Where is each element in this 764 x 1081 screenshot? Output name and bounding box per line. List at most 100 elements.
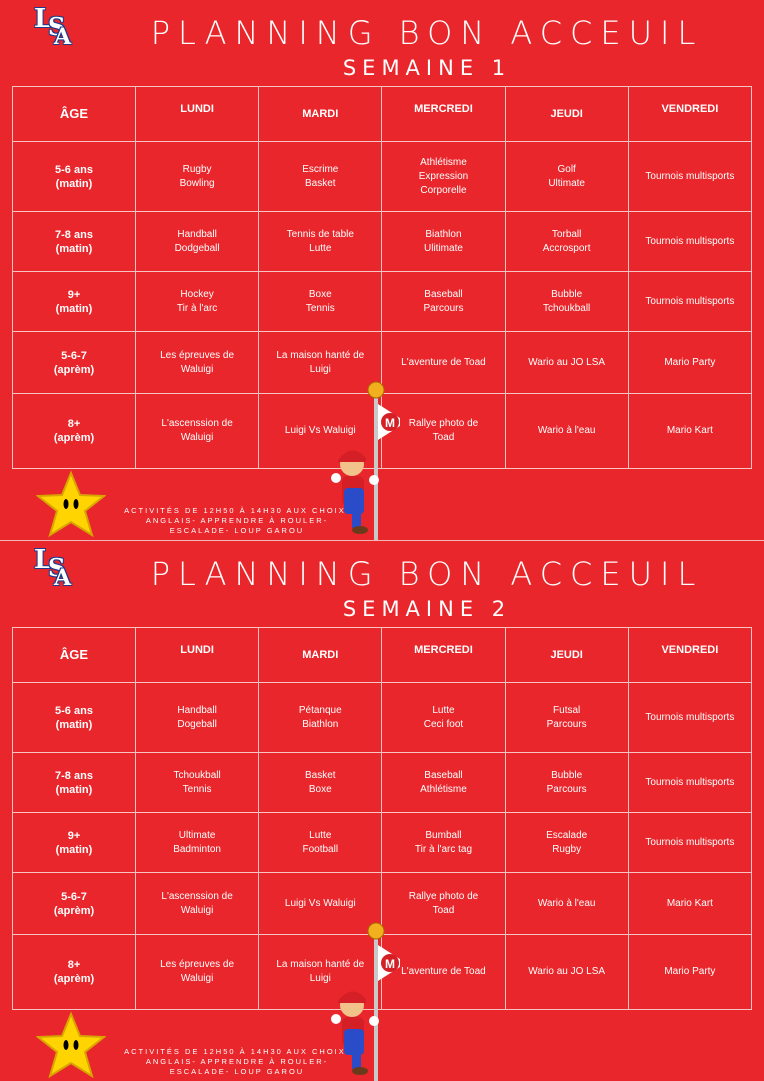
activity-label: La maison hanté de xyxy=(276,349,365,361)
activity-label: Wario au JO LSA xyxy=(528,356,606,368)
activity-label: Tournois multisports xyxy=(645,295,735,307)
age-label: 9+ xyxy=(67,288,81,301)
activity-cell: Ultimate Badminton xyxy=(134,812,260,873)
activity-cell: Mario Kart xyxy=(627,872,753,935)
activity-cell: Tournois multisports xyxy=(627,141,753,212)
week-subtitle: SEMAINE 1 xyxy=(342,56,512,80)
activity-label: Waluigi xyxy=(180,904,214,916)
activity-cell: Tennis de table Lutte xyxy=(258,211,383,272)
activity-cell: Handball Dodgeball xyxy=(134,211,260,272)
activity-cell: Tournois multisports xyxy=(627,812,753,873)
table-row: 5-6 ans (matin) Rugby Bowling Escrime Basket A… xyxy=(12,141,753,212)
activity-label: Escalade xyxy=(546,829,588,841)
activity-cell: Athlétisme Expression Corporelle xyxy=(381,141,506,212)
activity-label: Ultimate xyxy=(548,177,585,189)
header-row: ÂGE LUNDI MARDI MERCREDI JEUDI VENDREDI xyxy=(12,86,753,142)
activity-cell: Wario au JO LSA xyxy=(504,331,629,394)
activity-cell: L'aventure de Toad xyxy=(381,331,506,394)
activity-label: Les épreuves de xyxy=(160,349,235,361)
activity-label: Luigi Vs Waluigi xyxy=(284,897,356,909)
activity-cell: Rallye photo de Toad xyxy=(381,393,506,469)
activity-label: Accrosport xyxy=(542,242,591,254)
activity-label: Mario Party xyxy=(664,966,716,977)
header-day: LUNDI xyxy=(134,86,260,142)
activity-cell: L'aventure de Toad xyxy=(381,934,506,1010)
activity-label: Parcours xyxy=(546,783,587,795)
age-label: 8+ xyxy=(67,418,81,430)
table-row: 5-6-7 (aprèm) Les épreuves de Waluigi La mai… xyxy=(12,331,753,394)
activity-label: Mario Kart xyxy=(666,897,713,909)
activity-cell: Escrime Basket xyxy=(258,141,383,212)
activity-cell: Tchoukball Tennis xyxy=(134,752,260,813)
activity-label: Tennis xyxy=(305,302,335,314)
page-title: PLANNING BON ACCEUIL xyxy=(150,555,704,593)
activity-label: Basket xyxy=(304,177,336,189)
header-day: LUNDI xyxy=(134,627,260,683)
activity-cell: Mario Kart xyxy=(627,393,753,469)
age-label: (aprèm) xyxy=(53,432,95,444)
activities-note: ACTIVITÉS DE 12H50 À 14H30 AUX CHOIX: AN… xyxy=(92,1047,382,1077)
header-day: MERCREDI xyxy=(381,627,506,683)
age-cell: 5-6-7 (aprèm) xyxy=(12,331,136,394)
activity-label: Tournois multisports xyxy=(645,776,735,788)
activity-label: Tournois multisports xyxy=(645,711,735,723)
age-label: (matin) xyxy=(55,843,93,856)
age-cell: 9+ (matin) xyxy=(12,812,136,873)
table-row: 5-6-7 (aprèm) L'ascenssion de Waluigi Luigi … xyxy=(12,872,753,935)
activity-label: Boxe xyxy=(308,288,332,300)
activity-label: Tir à l'arc xyxy=(176,302,218,314)
super-star-icon xyxy=(36,470,106,538)
svg-text:M: M xyxy=(385,416,395,430)
svg-text:M: M xyxy=(385,957,395,971)
activity-label: Parcours xyxy=(546,718,587,730)
activity-label: Ceci foot xyxy=(423,718,464,730)
activity-label: Lutte xyxy=(309,829,332,841)
activity-label: Luigi xyxy=(309,363,331,375)
activity-cell: Wario au JO LSA xyxy=(504,934,629,1010)
activity-label: Waluigi xyxy=(180,432,214,443)
activity-cell: Hockey Tir à l'arc xyxy=(134,271,260,332)
age-cell: 7-8 ans (matin) xyxy=(12,752,136,813)
activity-label: Rugby xyxy=(182,163,212,175)
activity-label: L'ascenssion de xyxy=(161,890,233,902)
age-cell: 7-8 ans (matin) xyxy=(12,211,136,272)
activity-label: Handball xyxy=(177,228,217,240)
activity-label: Toad xyxy=(432,432,455,443)
schedule-table: ÂGE LUNDI MARDI MERCREDI JEUDI VENDREDI 5-6 an… xyxy=(12,86,753,469)
activity-label: Lutte xyxy=(432,704,455,716)
header-day: JEUDI xyxy=(504,627,629,683)
activity-label: L'aventure de Toad xyxy=(401,356,486,368)
age-label: (aprèm) xyxy=(53,904,95,917)
activity-label: Waluigi xyxy=(180,973,214,984)
activity-label: Ulitimate xyxy=(424,242,463,254)
activity-cell: Basket Boxe xyxy=(258,752,383,813)
activity-cell: Pétanque Biathlon xyxy=(258,682,383,753)
activity-cell: Wario à l'eau xyxy=(504,393,629,469)
activity-cell: Les épreuves de Waluigi xyxy=(134,934,260,1010)
age-label: (matin) xyxy=(55,177,93,190)
activity-label: Wario à l'eau xyxy=(537,897,596,909)
table-row: 9+ (matin) Ultimate Badminton Lutte Football B… xyxy=(12,812,753,873)
activity-cell: Tournois multisports xyxy=(627,271,753,332)
activity-label: Tchoukball xyxy=(543,302,591,314)
activity-label: Athlétisme xyxy=(420,156,467,168)
table-row: 8+ (aprèm) Les épreuves de Waluigi La maison… xyxy=(12,934,753,1010)
activity-label: Rallye photo de xyxy=(408,890,479,902)
schedule-table: ÂGE LUNDI MARDI MERCREDI JEUDI VENDREDI 5-6 an… xyxy=(12,627,753,1010)
mario-flag-icon: M xyxy=(331,381,400,540)
activity-label: Les épreuves de xyxy=(160,959,235,970)
activity-label: Biathlon xyxy=(425,228,462,240)
activity-label: Dodgeball xyxy=(174,242,220,254)
activity-label: Boxe xyxy=(308,783,332,795)
activity-cell: L'ascenssion de Waluigi xyxy=(134,393,260,469)
age-label: 5-6 ans xyxy=(55,163,93,176)
activity-cell: Bubble Parcours xyxy=(504,752,629,813)
activities-line: ANGLAIS- APPRENDRE À ROULER- xyxy=(145,516,329,525)
activity-cell: Tournois multisports xyxy=(627,211,753,272)
header-day: VENDREDI xyxy=(627,86,753,142)
activity-label: Wario au JO LSA xyxy=(528,966,606,977)
age-label: 5-6 ans xyxy=(55,704,93,717)
header-day: VENDREDI xyxy=(627,627,753,683)
activity-label: Tournois multisports xyxy=(645,170,735,182)
